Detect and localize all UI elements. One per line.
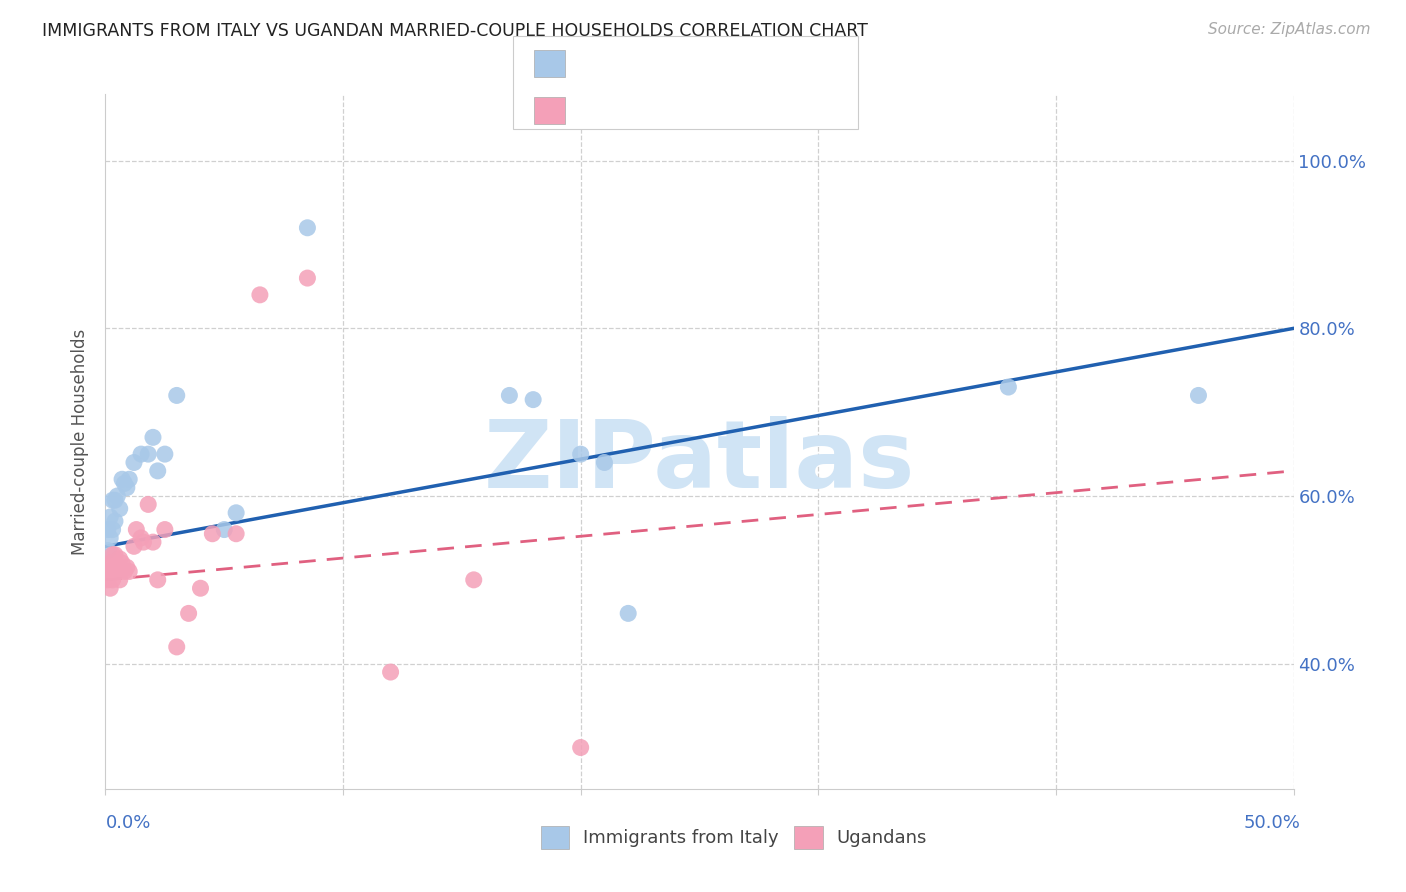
Point [136, 447, 159, 461]
Point [118, 472, 141, 486]
Point [146, 573, 169, 587]
Point [997, 380, 1019, 394]
Point [97, 523, 120, 537]
Point [104, 493, 127, 508]
Point [166, 640, 188, 654]
Text: N =: N = [692, 54, 731, 73]
Point [125, 523, 148, 537]
Point [297, 220, 319, 235]
Point [190, 581, 212, 595]
Text: R =: R = [576, 102, 616, 120]
Point [142, 430, 165, 444]
Point [97, 565, 120, 579]
Text: Ugandans: Ugandans [837, 829, 927, 847]
Text: Immigrants from Italy: Immigrants from Italy [583, 829, 779, 847]
Point [101, 548, 124, 562]
Point [463, 573, 485, 587]
Point [104, 514, 127, 528]
Point [114, 565, 136, 579]
Point [101, 556, 124, 570]
Point [129, 447, 152, 461]
Point [105, 560, 128, 574]
Point [153, 447, 176, 461]
Point [118, 565, 141, 579]
Point [593, 455, 616, 469]
Text: 50.0%: 50.0% [1244, 814, 1301, 831]
Point [569, 447, 592, 461]
Point [153, 523, 176, 537]
Point [129, 531, 152, 545]
Point [104, 548, 127, 562]
Point [166, 388, 188, 402]
Point [98, 510, 121, 524]
Text: N =: N = [692, 102, 731, 120]
Text: ZIPatlas: ZIPatlas [484, 417, 915, 508]
Point [97, 543, 120, 558]
Point [1187, 388, 1209, 402]
Point [297, 271, 319, 285]
Point [114, 476, 136, 491]
Text: R =: R = [576, 54, 616, 73]
Point [249, 288, 271, 302]
Point [136, 497, 159, 511]
Text: Source: ZipAtlas.com: Source: ZipAtlas.com [1208, 22, 1371, 37]
Text: IMMIGRANTS FROM ITALY VS UGANDAN MARRIED-COUPLE HOUSEHOLDS CORRELATION CHART: IMMIGRANTS FROM ITALY VS UGANDAN MARRIED… [42, 22, 868, 40]
Text: 31: 31 [737, 54, 762, 73]
Point [122, 539, 145, 553]
Point [177, 607, 200, 621]
Point [108, 501, 131, 516]
Point [98, 556, 121, 570]
Point [122, 455, 145, 469]
Point [105, 565, 128, 579]
Point [115, 560, 138, 574]
Point [115, 481, 138, 495]
Point [142, 535, 165, 549]
Point [98, 581, 121, 595]
Point [104, 560, 127, 574]
Point [569, 740, 592, 755]
Point [225, 526, 247, 541]
Point [108, 552, 131, 566]
Point [98, 565, 121, 579]
Text: 0.364: 0.364 [621, 54, 678, 73]
Point [380, 665, 402, 679]
Point [98, 531, 121, 545]
Point [225, 506, 247, 520]
Point [111, 556, 134, 570]
Text: 0.0%: 0.0% [105, 814, 150, 831]
Y-axis label: Married-couple Households: Married-couple Households [72, 328, 90, 555]
Point [101, 493, 124, 508]
Point [132, 535, 155, 549]
Point [111, 472, 134, 486]
Text: 0.125: 0.125 [621, 102, 678, 120]
Point [97, 573, 120, 587]
Point [97, 568, 120, 582]
Text: 37: 37 [737, 102, 762, 120]
Point [522, 392, 544, 407]
Point [101, 523, 124, 537]
Point [146, 464, 169, 478]
Point [201, 526, 224, 541]
Point [617, 607, 640, 621]
Point [105, 489, 128, 503]
Point [498, 388, 520, 402]
Point [101, 573, 124, 587]
Point [108, 573, 131, 587]
Point [214, 523, 236, 537]
